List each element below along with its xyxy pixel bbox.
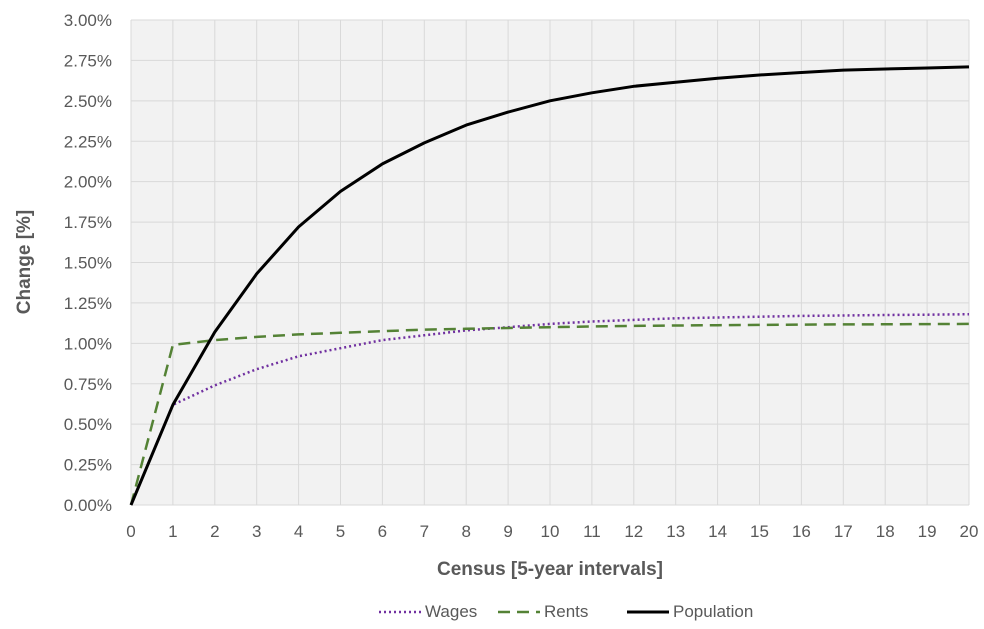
x-tick-label: 13 [666,522,685,541]
x-tick-label: 4 [294,522,303,541]
x-axis-title: Census [5-year intervals] [437,559,663,580]
x-tick-label: 16 [792,522,811,541]
x-tick-label: 0 [126,522,135,541]
legend: Wages Rents Population [379,602,753,621]
y-tick-label: 2.25% [64,132,112,151]
x-tick-label: 18 [876,522,895,541]
x-tick-label: 6 [378,522,387,541]
x-axis-tick-labels: 0 1 2 3 4 5 6 7 8 9 10 11 12 13 14 15 16 17 18 19 20 [126,522,978,541]
x-tick-label: 14 [708,522,727,541]
y-tick-label: 0.00% [64,496,112,515]
x-tick-label: 1 [168,522,177,541]
y-tick-label: 3.00% [64,11,112,30]
gridlines [130,19,970,506]
legend-label-population: Population [673,602,753,621]
x-tick-label: 8 [461,522,470,541]
y-tick-label: 1.25% [64,294,112,313]
x-tick-label: 10 [541,522,560,541]
series-line-wages [129,312,970,506]
y-tick-label: 0.25% [64,456,112,475]
x-tick-label: 7 [420,522,429,541]
legend-label-wages: Wages [425,602,477,621]
x-tick-label: 12 [624,522,643,541]
x-tick-label: 20 [960,522,979,541]
y-tick-label: 1.00% [64,334,112,353]
x-tick-label: 2 [210,522,219,541]
y-tick-label: 1.75% [64,213,112,232]
x-tick-label: 15 [750,522,769,541]
y-tick-label: 0.50% [64,415,112,434]
series-lines [129,65,970,506]
x-tick-label: 3 [252,522,261,541]
y-axis-title: Change [%] [14,210,35,315]
y-axis-tick-labels: 0.00% 0.25% 0.50% 0.75% 1.00% 1.25% 1.50% 1.75%… [64,11,112,515]
y-tick-label: 2.75% [64,51,112,70]
x-tick-label: 19 [918,522,937,541]
series-line-population [129,65,970,506]
x-tick-label: 9 [503,522,512,541]
y-tick-label: 1.50% [64,254,112,273]
y-tick-label: 0.75% [64,375,112,394]
legend-label-rents: Rents [544,602,588,621]
x-tick-label: 17 [834,522,853,541]
y-tick-label: 2.50% [64,92,112,111]
series-line-rents [129,322,970,506]
x-tick-label: 5 [336,522,345,541]
x-tick-label: 11 [583,522,601,541]
y-tick-label: 2.00% [64,173,112,192]
